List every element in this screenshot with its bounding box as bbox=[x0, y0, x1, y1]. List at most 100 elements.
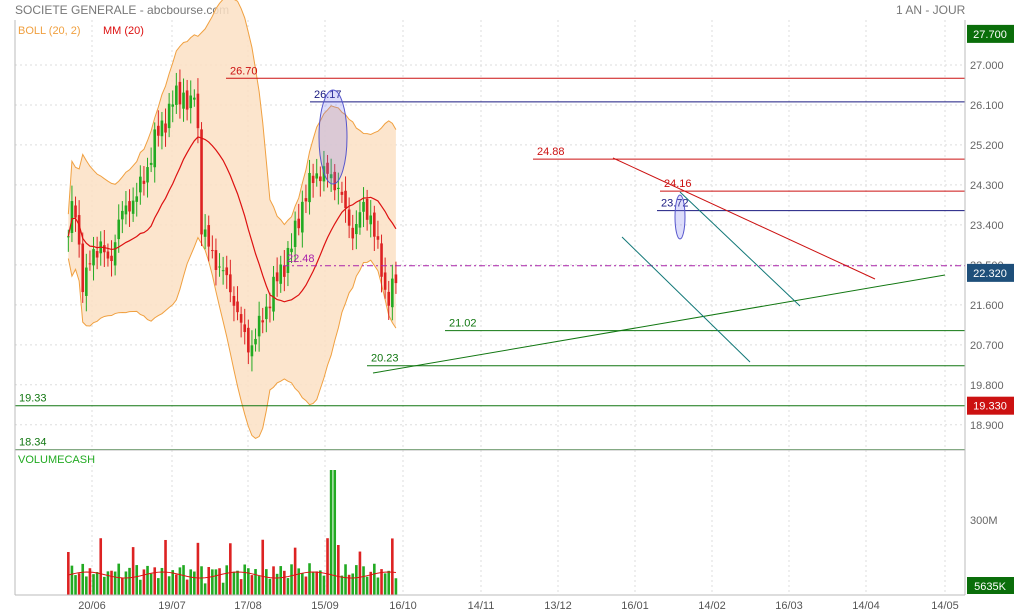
x-tick-label: 13/12 bbox=[544, 600, 572, 612]
volume-bar bbox=[106, 571, 110, 595]
volume-bar bbox=[283, 570, 286, 595]
last-price-badge-bg bbox=[967, 24, 1014, 43]
bollinger-lower bbox=[67, 236, 397, 440]
volume-bar bbox=[207, 567, 211, 595]
support-badge-bg bbox=[967, 396, 1014, 415]
candle-body bbox=[92, 249, 95, 266]
candle-body bbox=[85, 267, 88, 296]
volume-bar bbox=[117, 563, 121, 595]
volume-bar bbox=[254, 569, 257, 595]
volume-bar bbox=[139, 579, 142, 595]
last-price-badge: 27.700 bbox=[973, 29, 1007, 41]
volume-bar bbox=[164, 539, 167, 595]
volume-bar bbox=[88, 568, 92, 595]
candle-body bbox=[81, 243, 85, 293]
volume-bar bbox=[196, 542, 200, 595]
volume-bar bbox=[81, 563, 85, 595]
y-tick-label: 23.400 bbox=[970, 220, 1004, 232]
volume-bar bbox=[203, 583, 207, 595]
highlight-ellipse bbox=[674, 194, 686, 240]
volume-bar bbox=[149, 573, 153, 595]
volume-bar bbox=[167, 576, 171, 595]
candle-body bbox=[337, 187, 340, 189]
volume-bar bbox=[301, 572, 304, 595]
volume-bar bbox=[329, 470, 333, 595]
volume-bar bbox=[272, 566, 275, 595]
candle-body bbox=[340, 191, 344, 195]
chart-period[interactable]: 1 AN - JOUR bbox=[896, 3, 966, 17]
resistance-trendline bbox=[612, 157, 876, 280]
volume-badge-bg bbox=[967, 577, 1014, 594]
candle-body bbox=[211, 250, 214, 252]
level-label: 26.70 bbox=[230, 65, 258, 77]
candle-body bbox=[311, 175, 315, 183]
volume-bar bbox=[157, 578, 160, 595]
candle-body bbox=[308, 172, 311, 203]
candle-body bbox=[319, 176, 322, 182]
candle-body bbox=[157, 125, 160, 136]
volume-bar bbox=[347, 574, 351, 595]
candle-body bbox=[369, 215, 373, 225]
volume-bar bbox=[376, 577, 380, 595]
volume-bar bbox=[229, 543, 232, 595]
level-label: 23.72 bbox=[661, 198, 689, 210]
candle-body bbox=[286, 247, 290, 273]
candle-body bbox=[391, 278, 394, 308]
chart-title: SOCIETE GENERALE - abcbourse.com bbox=[15, 3, 230, 17]
x-tick-label: 16/01 bbox=[621, 600, 649, 612]
candle-body bbox=[283, 265, 286, 277]
candle-body bbox=[171, 104, 175, 107]
x-tick-label: 17/08 bbox=[234, 600, 262, 612]
candle-body bbox=[297, 218, 301, 229]
x-tick-label: 19/07 bbox=[158, 600, 186, 612]
volume-bar bbox=[131, 547, 135, 595]
volume-bar bbox=[70, 565, 74, 595]
volume-tick-label: 300M bbox=[970, 515, 998, 527]
candle-body bbox=[103, 245, 106, 253]
candle-body bbox=[272, 276, 275, 312]
candle-body bbox=[301, 201, 304, 233]
volume-bar bbox=[257, 576, 261, 595]
y-tick-label: 27.000 bbox=[970, 60, 1004, 72]
candle-body bbox=[88, 263, 92, 265]
candle-body bbox=[110, 255, 113, 262]
candle-body bbox=[257, 315, 261, 337]
volume-bar bbox=[344, 564, 347, 595]
candle-body bbox=[142, 180, 146, 184]
y-tick-label: 24.300 bbox=[970, 180, 1004, 192]
candle-body bbox=[117, 219, 121, 240]
candle-body bbox=[254, 338, 257, 345]
candle-body bbox=[77, 215, 81, 245]
volume-bar bbox=[311, 572, 315, 595]
volume-bar bbox=[304, 576, 308, 595]
volume-bar bbox=[247, 568, 250, 595]
level-label: 22.48 bbox=[287, 253, 315, 265]
bollinger-band bbox=[67, 0, 397, 440]
x-tick-label: 15/09 bbox=[311, 600, 339, 612]
current-price-badge-bg bbox=[967, 263, 1014, 282]
volume-bar bbox=[333, 470, 337, 595]
candle-body bbox=[189, 95, 193, 109]
volume-bar bbox=[373, 563, 376, 595]
candle-body bbox=[193, 97, 196, 100]
x-tick-label: 14/04 bbox=[852, 600, 880, 612]
candle-body bbox=[373, 212, 376, 237]
volume-bar bbox=[340, 575, 344, 595]
candle-body bbox=[95, 251, 99, 258]
candle-body bbox=[243, 324, 247, 333]
candle-body bbox=[164, 123, 167, 133]
candle-body bbox=[178, 81, 182, 105]
volume-bar bbox=[315, 571, 319, 595]
volume-bar bbox=[99, 538, 103, 595]
candle-body bbox=[128, 201, 131, 212]
volume-bar bbox=[243, 564, 247, 595]
volume-bar bbox=[265, 569, 268, 595]
candle-body bbox=[236, 301, 239, 313]
volume-bar bbox=[308, 563, 311, 595]
volume-bar bbox=[362, 566, 365, 595]
candle-body bbox=[106, 251, 110, 259]
highlight-ellipse bbox=[318, 89, 348, 185]
candle-body bbox=[239, 314, 243, 323]
volume-bar bbox=[77, 573, 81, 595]
y-tick-label: 25.200 bbox=[970, 140, 1004, 152]
